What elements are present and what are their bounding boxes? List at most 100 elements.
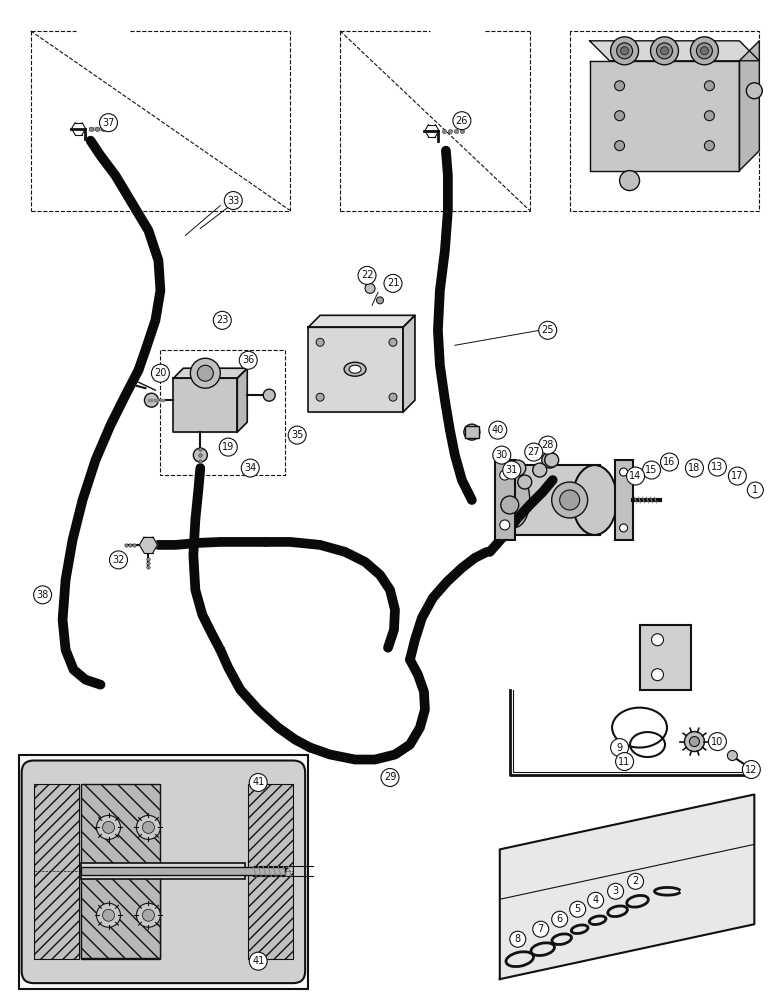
Circle shape	[642, 461, 661, 479]
Circle shape	[709, 458, 726, 476]
Text: 29: 29	[384, 772, 396, 782]
Circle shape	[690, 37, 719, 65]
Text: 7: 7	[537, 924, 543, 934]
Circle shape	[651, 37, 679, 65]
Circle shape	[709, 733, 726, 751]
Circle shape	[611, 739, 628, 757]
Circle shape	[704, 81, 714, 91]
Bar	[80, 876, 161, 958]
Circle shape	[144, 393, 158, 407]
Text: 13: 13	[711, 462, 723, 472]
Circle shape	[656, 43, 672, 59]
Circle shape	[620, 171, 639, 191]
Bar	[19, 755, 308, 989]
Circle shape	[620, 524, 628, 532]
Circle shape	[727, 751, 737, 761]
Circle shape	[686, 459, 703, 477]
Ellipse shape	[344, 362, 366, 376]
Circle shape	[103, 909, 114, 921]
Text: 32: 32	[112, 555, 124, 565]
Polygon shape	[590, 41, 760, 61]
Circle shape	[316, 393, 324, 401]
Text: 31: 31	[506, 465, 518, 475]
Text: 38: 38	[36, 590, 49, 600]
Circle shape	[747, 482, 764, 498]
Circle shape	[545, 453, 559, 467]
Text: 37: 37	[103, 118, 115, 128]
Circle shape	[219, 438, 237, 456]
Circle shape	[533, 463, 547, 477]
Circle shape	[288, 426, 306, 444]
Circle shape	[627, 467, 645, 485]
Circle shape	[242, 459, 259, 477]
Circle shape	[525, 443, 543, 461]
Circle shape	[193, 448, 208, 462]
Polygon shape	[499, 794, 754, 979]
Circle shape	[96, 815, 120, 839]
Circle shape	[225, 192, 242, 210]
Circle shape	[552, 911, 567, 927]
Text: 17: 17	[731, 471, 743, 481]
Circle shape	[700, 47, 709, 55]
Circle shape	[661, 47, 669, 55]
Circle shape	[137, 903, 161, 927]
Text: 5: 5	[574, 904, 581, 914]
Polygon shape	[308, 315, 415, 327]
Circle shape	[151, 364, 169, 382]
Circle shape	[143, 821, 154, 833]
Text: 19: 19	[222, 442, 235, 452]
Circle shape	[198, 365, 213, 381]
Circle shape	[617, 43, 632, 59]
Polygon shape	[140, 537, 157, 553]
Circle shape	[453, 112, 471, 130]
Circle shape	[110, 551, 127, 569]
Text: 12: 12	[745, 765, 757, 775]
Circle shape	[510, 460, 526, 476]
Text: 2: 2	[632, 876, 638, 886]
Circle shape	[249, 952, 267, 970]
Circle shape	[661, 453, 679, 471]
Text: 26: 26	[455, 116, 468, 126]
Circle shape	[489, 421, 506, 439]
Text: 33: 33	[227, 196, 239, 206]
Circle shape	[381, 769, 399, 786]
Circle shape	[652, 669, 663, 681]
Circle shape	[704, 141, 714, 151]
Circle shape	[533, 921, 549, 937]
Text: 36: 36	[242, 355, 254, 365]
Circle shape	[747, 83, 762, 99]
Circle shape	[621, 47, 628, 55]
Text: 6: 6	[557, 914, 563, 924]
Polygon shape	[590, 61, 740, 171]
Circle shape	[213, 311, 232, 329]
Bar	[34, 784, 79, 959]
Text: 23: 23	[216, 315, 229, 325]
Text: 15: 15	[645, 465, 658, 475]
Circle shape	[743, 761, 760, 778]
Circle shape	[464, 424, 480, 440]
Text: 27: 27	[527, 447, 540, 457]
Bar	[249, 784, 293, 959]
Circle shape	[501, 496, 519, 514]
Ellipse shape	[349, 365, 361, 373]
Bar	[510, 465, 600, 535]
FancyBboxPatch shape	[22, 761, 305, 983]
Text: 28: 28	[541, 440, 554, 450]
Circle shape	[620, 468, 628, 476]
Text: 11: 11	[618, 757, 631, 767]
Polygon shape	[740, 41, 760, 171]
Circle shape	[570, 901, 586, 917]
Circle shape	[499, 470, 510, 480]
Text: 14: 14	[629, 471, 642, 481]
Bar	[495, 460, 515, 540]
Text: 22: 22	[361, 270, 374, 280]
Circle shape	[518, 475, 532, 489]
Polygon shape	[403, 315, 415, 412]
Circle shape	[685, 732, 704, 752]
Text: 8: 8	[515, 934, 521, 944]
Circle shape	[493, 446, 511, 464]
Text: 30: 30	[496, 450, 508, 460]
Circle shape	[239, 351, 257, 369]
Bar	[615, 460, 632, 540]
Ellipse shape	[572, 465, 617, 535]
